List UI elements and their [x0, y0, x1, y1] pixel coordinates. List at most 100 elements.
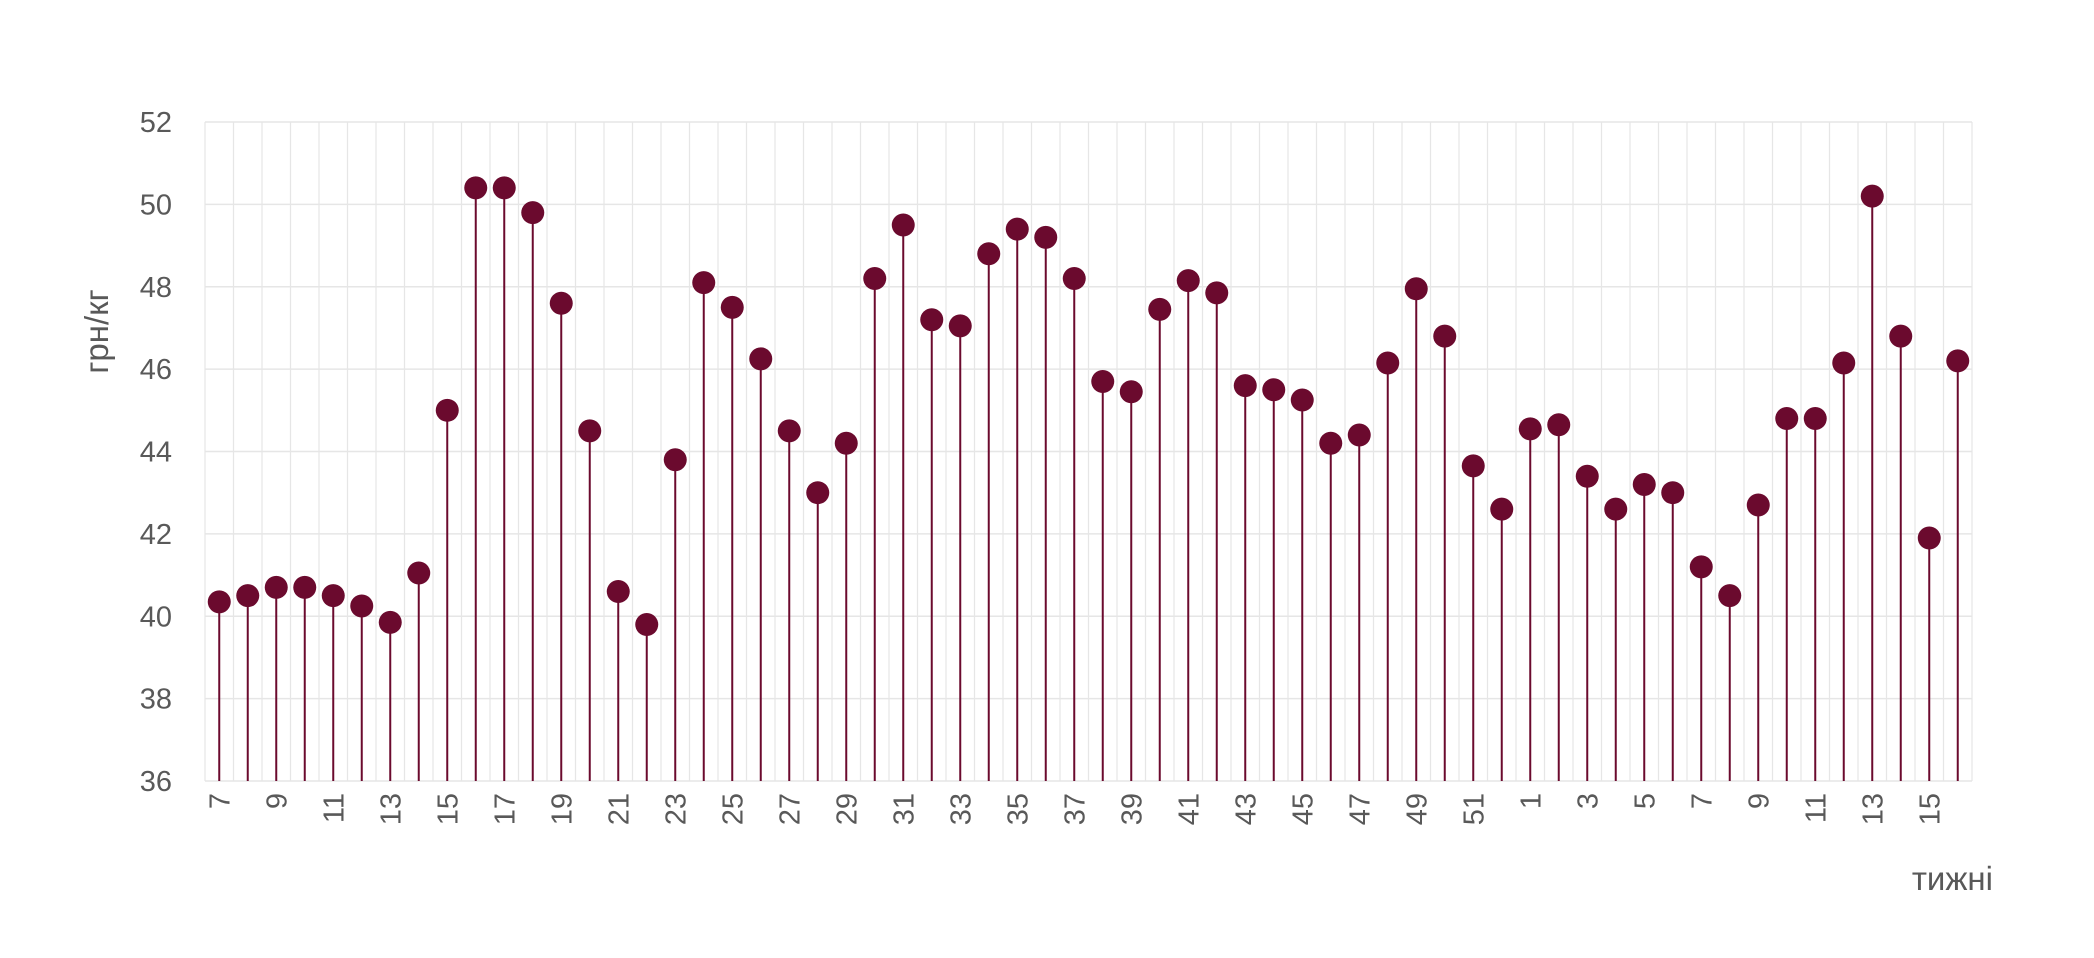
- point-11: [521, 201, 545, 225]
- point-53: [1718, 584, 1742, 608]
- point-28: [1005, 217, 1029, 241]
- point-32: [1119, 380, 1143, 404]
- point-56: [1803, 407, 1827, 431]
- point-30: [1062, 267, 1086, 291]
- y-tick-label: 48: [140, 272, 172, 304]
- point-47: [1547, 413, 1571, 437]
- point-49: [1604, 497, 1628, 521]
- y-tick-label: 50: [140, 189, 172, 221]
- x-tick-label: 31: [888, 793, 920, 825]
- point-9: [464, 176, 488, 200]
- point-61: [1946, 349, 1970, 373]
- x-tick-label: 9: [1743, 793, 1775, 809]
- y-tick-label: 38: [140, 684, 172, 716]
- point-0: [207, 590, 231, 614]
- y-axis-title: грн/кг: [78, 289, 115, 373]
- x-tick-label: 33: [945, 793, 977, 825]
- point-54: [1746, 493, 1770, 517]
- x-tick-label: 43: [1230, 793, 1262, 825]
- point-58: [1860, 184, 1884, 208]
- point-16: [663, 448, 687, 472]
- point-22: [834, 431, 858, 455]
- point-43: [1433, 324, 1457, 348]
- point-1: [236, 584, 260, 608]
- point-37: [1262, 378, 1286, 402]
- x-tick-label: 1: [1515, 793, 1547, 809]
- grid: [204, 121, 1973, 782]
- point-55: [1775, 407, 1799, 431]
- point-33: [1148, 297, 1172, 321]
- y-tick-label: 42: [140, 519, 172, 551]
- x-tick-label: 7: [1686, 793, 1718, 809]
- point-35: [1205, 281, 1229, 305]
- x-axis-ticks: 7 9 11 13 15 17 19 21 23 25 27 29 31 33 35 37 39 41 43 45 47…: [204, 793, 1946, 825]
- point-60: [1917, 526, 1941, 550]
- point-15: [635, 612, 659, 636]
- point-24: [891, 213, 915, 237]
- x-tick-label: 3: [1572, 793, 1604, 809]
- point-17: [692, 271, 716, 295]
- x-tick-label: 49: [1401, 793, 1433, 825]
- x-axis-title: тижні: [1912, 860, 1993, 897]
- y-tick-label: 40: [140, 601, 172, 633]
- point-36: [1233, 374, 1257, 398]
- point-27: [977, 242, 1001, 266]
- point-31: [1091, 369, 1115, 393]
- y-tick-label: 44: [140, 437, 172, 469]
- point-42: [1404, 277, 1428, 301]
- point-6: [378, 610, 402, 634]
- point-21: [806, 481, 830, 505]
- x-tick-label: 47: [1344, 793, 1376, 825]
- x-tick-label: 21: [603, 793, 635, 825]
- x-tick-label: 25: [717, 793, 749, 825]
- point-23: [863, 267, 887, 291]
- x-tick-label: 13: [375, 793, 407, 825]
- point-20: [777, 419, 801, 443]
- point-14: [606, 580, 630, 604]
- point-4: [321, 584, 345, 608]
- point-13: [578, 419, 602, 443]
- point-26: [948, 314, 972, 338]
- point-10: [492, 176, 516, 200]
- x-tick-label: 7: [204, 793, 236, 809]
- point-41: [1376, 351, 1400, 375]
- point-2: [264, 575, 288, 599]
- point-34: [1176, 269, 1200, 293]
- point-52: [1689, 555, 1713, 579]
- point-59: [1889, 324, 1913, 348]
- x-tick-label: 39: [1116, 793, 1148, 825]
- x-tick-label: 17: [489, 793, 521, 825]
- point-25: [920, 308, 944, 332]
- point-44: [1461, 454, 1485, 478]
- point-40: [1347, 423, 1371, 447]
- point-46: [1518, 417, 1542, 441]
- x-tick-label: 27: [774, 793, 806, 825]
- x-tick-label: 35: [1002, 793, 1034, 825]
- x-tick-label: 15: [1914, 793, 1946, 825]
- x-tick-label: 19: [546, 793, 578, 825]
- point-8: [435, 398, 459, 422]
- x-tick-label: 11: [318, 793, 350, 823]
- point-18: [720, 295, 744, 319]
- x-tick-label: 45: [1287, 793, 1319, 825]
- point-50: [1632, 472, 1656, 496]
- point-5: [350, 594, 374, 618]
- point-45: [1490, 497, 1514, 521]
- x-tick-label: 11: [1800, 793, 1832, 823]
- point-12: [549, 291, 573, 315]
- x-tick-label: 13: [1857, 793, 1889, 825]
- point-51: [1661, 481, 1685, 505]
- point-29: [1034, 225, 1058, 249]
- x-tick-label: 37: [1059, 793, 1091, 825]
- y-axis-ticks: 36 38 40 42 44 46 48 50 52: [140, 107, 172, 798]
- y-tick-label: 46: [140, 354, 172, 386]
- x-tick-label: 23: [660, 793, 692, 825]
- point-57: [1832, 351, 1856, 375]
- x-tick-label: 5: [1629, 793, 1661, 809]
- point-7: [407, 561, 431, 585]
- x-tick-label: 15: [432, 793, 464, 825]
- y-tick-label: 52: [140, 107, 172, 139]
- point-19: [749, 347, 773, 371]
